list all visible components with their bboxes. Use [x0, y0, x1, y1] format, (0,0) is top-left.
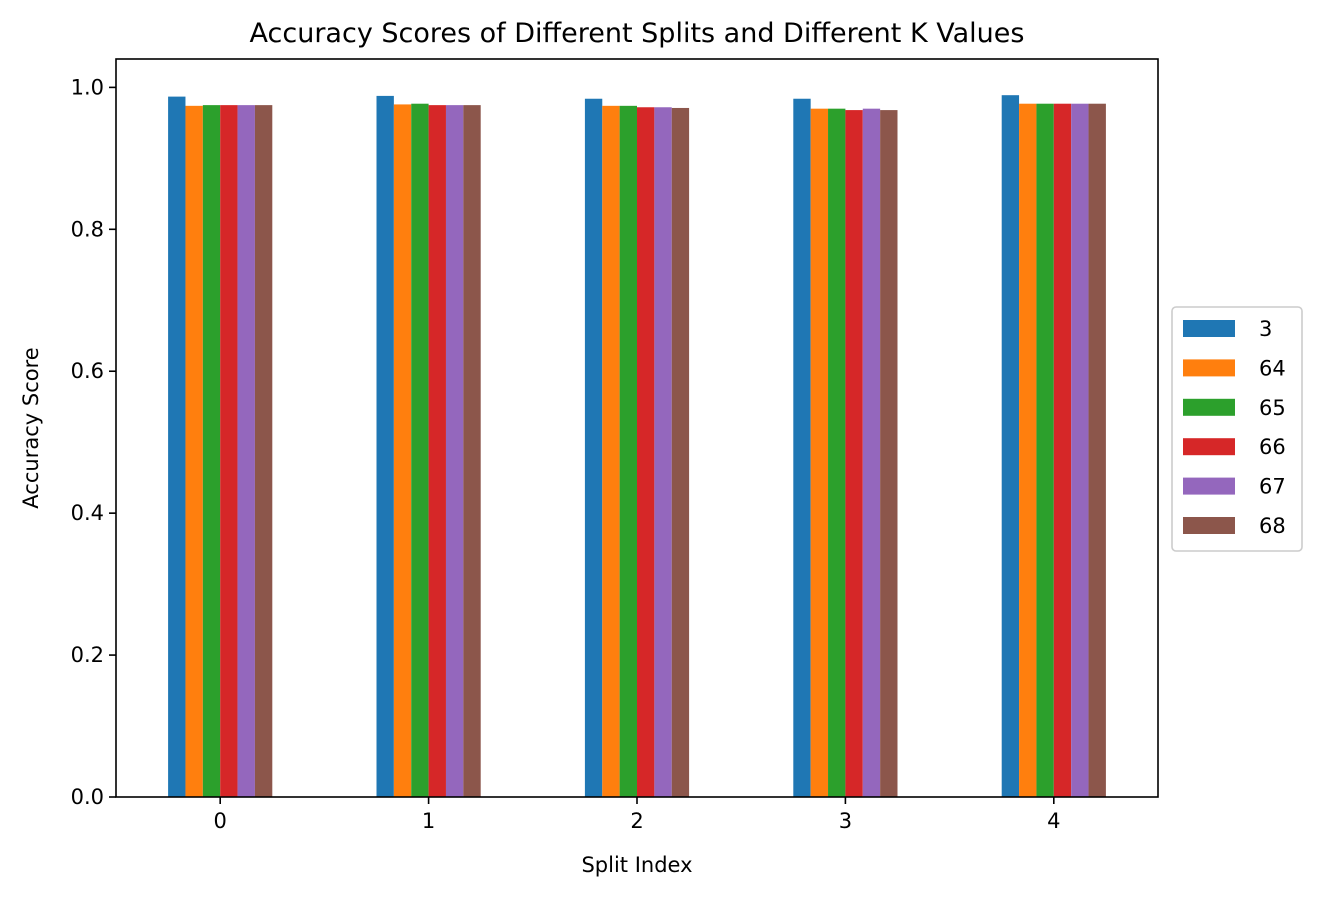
x-tick-label: 4: [1047, 809, 1060, 833]
legend-swatch-67: [1183, 477, 1235, 495]
x-axis-ticks: 0 1 2 3 4: [214, 797, 1060, 833]
x-axis-label: Split Index: [581, 853, 692, 877]
bar-k67-split1: [445, 105, 464, 797]
legend-label-65: 65: [1259, 396, 1286, 420]
legend: 3 64 65 66 67 68: [1171, 306, 1303, 552]
bar-k65-split0: [202, 105, 221, 797]
y-tick-label: 0.0: [71, 785, 104, 809]
bar-k65-split2: [619, 105, 637, 798]
bar-k3-split2: [584, 98, 603, 797]
legend-swatch-64: [1183, 359, 1235, 377]
bar-k64-split4: [1019, 103, 1037, 798]
chart-title: Accuracy Scores of Different Splits and …: [250, 18, 1025, 49]
legend-swatch-3: [1183, 320, 1235, 337]
bar-k68-split2: [671, 107, 690, 798]
y-tick-label: 0.4: [71, 501, 104, 525]
y-tick-label: 0.2: [71, 643, 104, 667]
bar-k68-split3: [880, 110, 898, 798]
bar-k67-split4: [1071, 103, 1089, 798]
bar-k65-split4: [1036, 103, 1054, 798]
y-axis-ticks: 0.0 0.2 0.4 0.6 0.8 1.0: [71, 75, 116, 809]
bar-k68-split0: [254, 105, 273, 797]
bar-k66-split2: [637, 107, 655, 797]
x-tick-label: 1: [422, 809, 435, 833]
y-tick-label: 0.8: [71, 217, 104, 241]
legend-swatch-68: [1183, 517, 1235, 534]
bar-k66-split1: [428, 105, 446, 797]
legend-label-64: 64: [1259, 356, 1286, 380]
bar-k65-split1: [411, 103, 429, 798]
bar-k3-split0: [168, 96, 186, 797]
legend-label-67: 67: [1259, 475, 1286, 499]
bar-k68-split4: [1088, 103, 1106, 798]
bar-k66-split4: [1053, 103, 1072, 798]
x-tick-label: 3: [839, 809, 852, 833]
bar-k3-split1: [376, 95, 394, 797]
bar-k67-split3: [862, 108, 881, 797]
legend-swatch-66: [1183, 438, 1235, 456]
bar-k3-split3: [793, 98, 811, 797]
bar-k66-split3: [845, 110, 863, 798]
bar-k65-split3: [828, 108, 846, 797]
bar-k67-split0: [237, 105, 255, 797]
legend-label-3: 3: [1259, 317, 1272, 341]
legend-label-66: 66: [1259, 435, 1286, 459]
bar-k66-split0: [220, 105, 238, 797]
bar-k64-split2: [602, 105, 620, 798]
bars-group: [168, 95, 1106, 798]
y-tick-label: 1.0: [71, 75, 104, 99]
legend-label-68: 68: [1259, 514, 1286, 538]
x-tick-label: 2: [630, 809, 643, 833]
bar-k64-split0: [185, 105, 203, 798]
legend-swatch-65: [1183, 398, 1235, 416]
x-tick-label: 0: [214, 809, 227, 833]
y-tick-label: 0.6: [71, 359, 104, 383]
bar-k67-split2: [654, 107, 672, 797]
bar-k64-split1: [393, 104, 412, 797]
bar-k64-split3: [810, 108, 829, 797]
y-axis-label: Accuracy Score: [19, 347, 43, 508]
bar-k68-split1: [463, 105, 481, 797]
bar-k3-split4: [1001, 95, 1020, 798]
